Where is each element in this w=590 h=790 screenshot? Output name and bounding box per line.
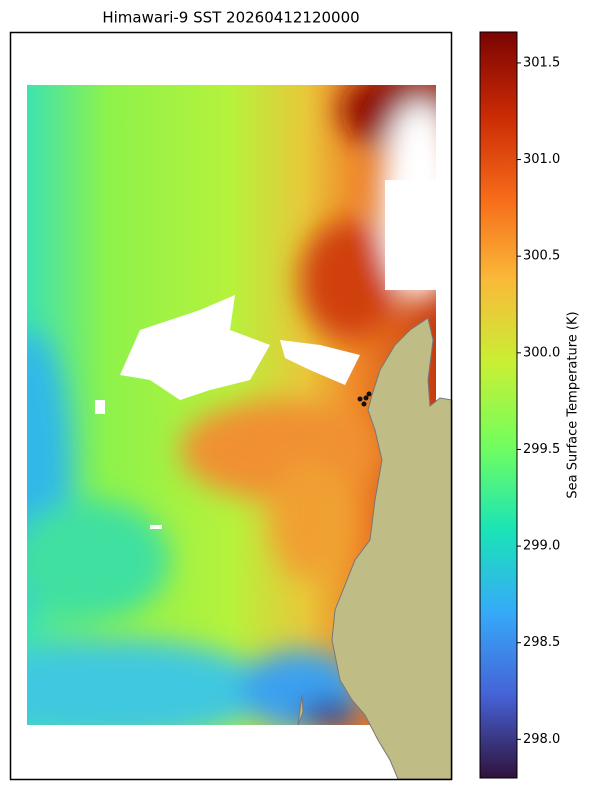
colorbar-tick-label: 300.0	[523, 345, 560, 360]
land	[331, 317, 453, 780]
colorbar-tick-label: 298.0	[523, 732, 560, 747]
colorbar-tick-label: 301.0	[523, 152, 560, 167]
colorbar-fill	[479, 31, 518, 779]
sst-field	[27, 85, 436, 725]
colorbar-tick-label: 299.5	[523, 442, 560, 457]
island	[297, 694, 304, 726]
map-frame	[9, 31, 453, 781]
colorbar-label: Sea Surface Temperature (K)	[566, 311, 581, 498]
colorbar: 298.0 298.5 299.0 299.5 300.0 300.5 301.0 301.5	[479, 31, 560, 779]
colorbar-tick-label: 300.5	[523, 249, 560, 264]
station-markers	[357, 391, 372, 407]
colorbar-tick-label: 301.5	[523, 55, 560, 70]
map-title: Himawari-9 SST 20260412120000	[102, 9, 359, 27]
colorbar-tick-label: 299.0	[523, 539, 560, 554]
colorbar-tick-label: 298.5	[523, 635, 560, 650]
